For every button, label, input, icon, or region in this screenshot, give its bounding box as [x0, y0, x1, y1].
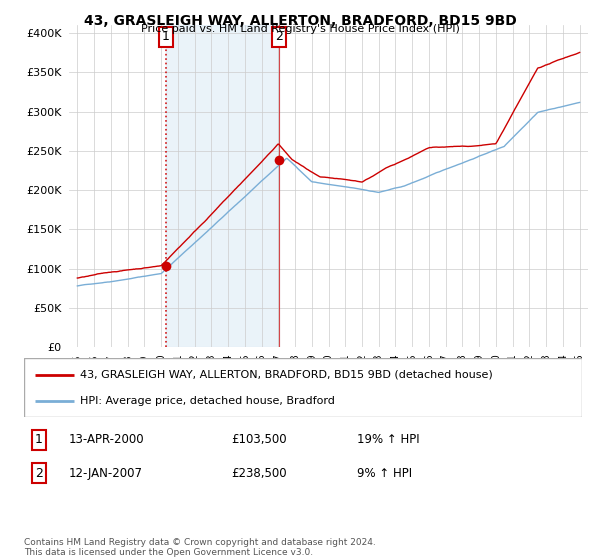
Bar: [166, 25, 279, 347]
Text: Contains HM Land Registry data © Crown copyright and database right 2024.
This d: Contains HM Land Registry data © Crown c…: [24, 538, 376, 557]
Text: £238,500: £238,500: [231, 466, 287, 480]
Text: Price paid vs. HM Land Registry's House Price Index (HPI): Price paid vs. HM Land Registry's House …: [140, 24, 460, 34]
Text: 9% ↑ HPI: 9% ↑ HPI: [357, 466, 412, 480]
Text: 1: 1: [162, 30, 170, 44]
Text: £103,500: £103,500: [231, 433, 287, 446]
Text: 43, GRASLEIGH WAY, ALLERTON, BRADFORD, BD15 9BD (detached house): 43, GRASLEIGH WAY, ALLERTON, BRADFORD, B…: [80, 370, 493, 380]
Text: 2: 2: [275, 30, 283, 44]
Text: 2: 2: [35, 466, 43, 480]
Text: 1: 1: [35, 433, 43, 446]
Text: 13-APR-2000: 13-APR-2000: [69, 433, 145, 446]
Text: 12-JAN-2007: 12-JAN-2007: [69, 466, 143, 480]
Text: 43, GRASLEIGH WAY, ALLERTON, BRADFORD, BD15 9BD: 43, GRASLEIGH WAY, ALLERTON, BRADFORD, B…: [83, 14, 517, 28]
Text: HPI: Average price, detached house, Bradford: HPI: Average price, detached house, Brad…: [80, 396, 335, 406]
FancyBboxPatch shape: [24, 358, 582, 417]
Text: 19% ↑ HPI: 19% ↑ HPI: [357, 433, 419, 446]
